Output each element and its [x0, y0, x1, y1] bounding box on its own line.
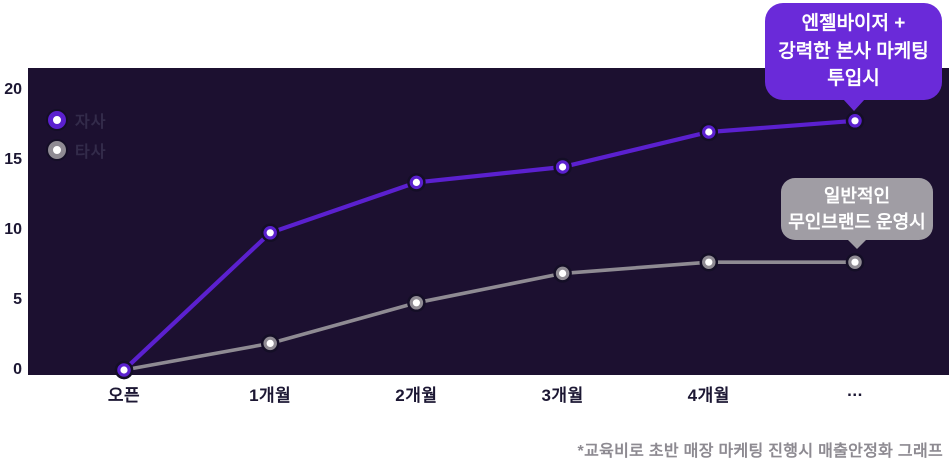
callout-secondary: 일반적인 무인브랜드 운영시 [781, 178, 933, 249]
data-point-타사 [845, 252, 865, 272]
legend-item: 자사 [48, 108, 106, 132]
legend-label: 타사 [75, 144, 107, 161]
y-axis: 0 5 10 15 20 [0, 0, 23, 460]
data-point-타사 [699, 252, 719, 272]
y-tick-label: 0 [13, 361, 22, 378]
x-tick-label: ... [847, 381, 863, 400]
data-point-타사 [260, 334, 280, 353]
line-chart [114, 111, 865, 380]
callout-primary-text: 엔젤바이저 + 강력한 본사 마케팅 투입시 [778, 13, 929, 90]
y-tick-label: 5 [13, 291, 22, 308]
x-tick-label: 3개월 [541, 386, 584, 405]
legend-item: 타사 [48, 138, 106, 162]
legend-marker-icon [48, 141, 66, 159]
series-line-타사 [123, 260, 855, 372]
x-tick-label: 오픈 [107, 386, 141, 405]
data-point-자사 [699, 122, 719, 142]
callout-primary: 엔젤바이저 + 강력한 본사 마케팅 투입시 [765, 3, 942, 111]
data-point-타사 [553, 264, 572, 283]
y-tick-label: 15 [4, 151, 22, 168]
legend-label: 자사 [75, 114, 107, 131]
data-point-자사 [260, 223, 280, 243]
callout-secondary-text: 일반적인 무인브랜드 운영시 [788, 185, 926, 232]
series-line-자사 [122, 118, 856, 372]
data-point-자사 [114, 360, 134, 380]
data-point-자사 [845, 111, 865, 131]
footnote: *교육비로 초반 매장 마케팅 진행시 매출안정화 그래프 [577, 443, 943, 460]
legend-marker-icon [48, 111, 66, 129]
y-tick-label: 20 [4, 81, 22, 98]
x-tick-label: 1개월 [249, 386, 292, 405]
y-tick-label: 10 [4, 221, 22, 238]
callout-primary-tail-icon [842, 99, 865, 111]
data-point-자사 [407, 173, 426, 192]
data-point-타사 [407, 293, 426, 313]
x-tick-label: 4개월 [687, 386, 730, 405]
x-tick-label: 2개월 [395, 386, 438, 405]
callout-secondary-tail-icon [847, 239, 867, 249]
data-point-자사 [553, 157, 572, 177]
